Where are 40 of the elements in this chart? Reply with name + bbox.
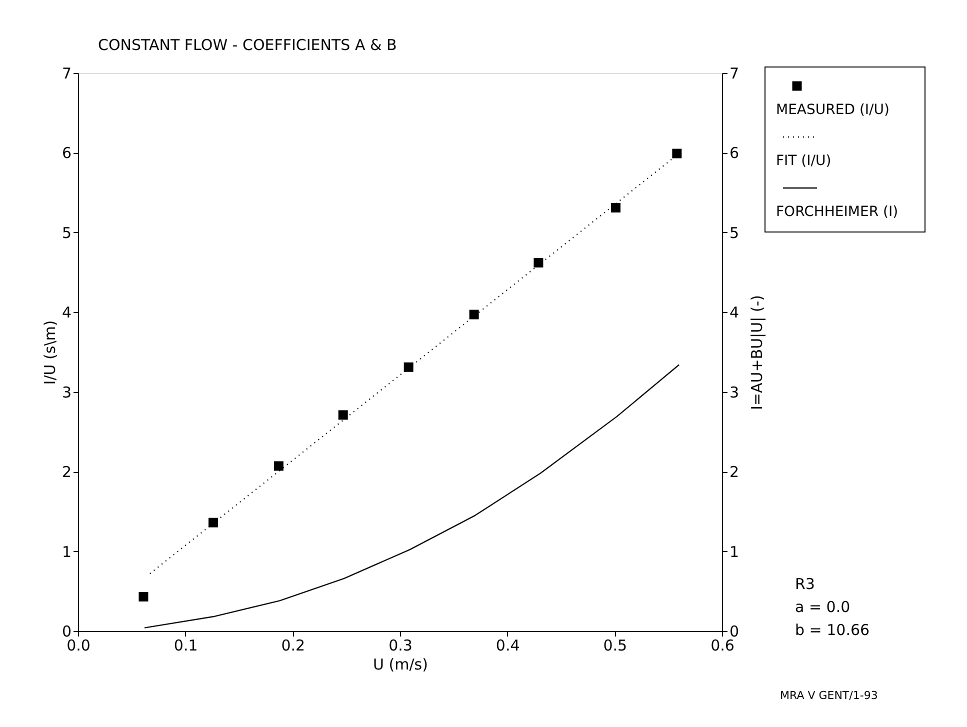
legend-label: MEASURED (I/U) [776, 102, 890, 118]
text: MRA V GENT/1-93 [780, 689, 878, 702]
y2-tick-label: 7 [730, 64, 740, 82]
legend-label: FORCHHEIMER (I) [776, 204, 898, 220]
y-tick-label: 7 [62, 64, 72, 82]
point [138, 592, 148, 602]
chart-title: CONSTANT FLOW - COEFFICIENTS A & B [98, 36, 397, 54]
legend-label: FIT (I/U) [776, 153, 832, 169]
y-tick-label: 3 [62, 383, 72, 402]
x-axis-title: U (m/s) [373, 656, 428, 674]
text: a = 0.0 [795, 598, 850, 616]
y-axis-title: I/U (s\m) [40, 320, 59, 385]
y2-tick-label: 1 [730, 542, 740, 561]
text: R3 [795, 575, 815, 593]
x-tick-label: 0.2 [281, 636, 306, 654]
y2-axis-title: I=AU+BU|U| (-) [748, 294, 766, 410]
x-tick-label: 0.1 [174, 636, 198, 654]
y-tick-label: 5 [62, 224, 72, 242]
x-tick-label: 0.5 [603, 636, 628, 654]
point [534, 258, 544, 268]
point [208, 518, 218, 528]
y-tick-label: 6 [62, 144, 72, 162]
y2-tick-label: 2 [730, 463, 740, 482]
y-tick-label: 1 [62, 542, 72, 561]
y-tick-label: 2 [62, 463, 72, 482]
point [274, 461, 284, 471]
point [338, 410, 348, 420]
y2-tick-label: 4 [730, 304, 740, 322]
y2-tick-label: 3 [730, 383, 740, 402]
x-tick-label: 0.4 [496, 636, 520, 654]
point [672, 148, 682, 158]
x-tick-label: 0.3 [388, 636, 412, 654]
point [469, 310, 479, 320]
y-tick-label: 4 [62, 304, 72, 322]
point [404, 362, 414, 372]
y2-tick-label: 6 [730, 144, 740, 162]
point [610, 202, 620, 212]
line-series [144, 364, 680, 628]
text: b = 10.66 [795, 621, 870, 639]
y2-tick-label: 5 [730, 224, 740, 242]
